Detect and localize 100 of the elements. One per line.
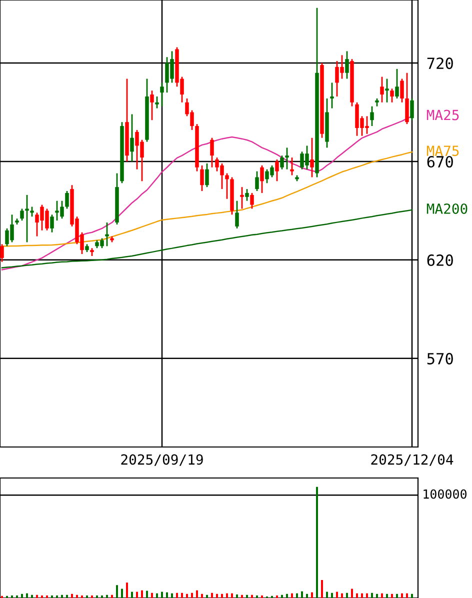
bar <box>106 594 108 598</box>
bar <box>116 585 118 598</box>
bar <box>206 594 208 598</box>
candlestick <box>105 222 109 247</box>
candlestick <box>20 208 24 222</box>
bar <box>376 594 378 598</box>
candlestick <box>275 158 279 182</box>
bar <box>186 594 188 598</box>
bar <box>31 594 33 598</box>
candlestick <box>255 170 259 192</box>
bar <box>241 594 243 598</box>
candlestick <box>240 186 244 210</box>
bar <box>26 593 28 598</box>
candlestick <box>280 154 284 170</box>
series-label: MA75 <box>426 146 459 156</box>
x-tick-label: 2025/09/19 <box>121 454 203 466</box>
bar <box>141 590 143 598</box>
bar <box>281 594 283 598</box>
bar <box>301 591 303 598</box>
candlestick <box>25 194 29 243</box>
candlestick <box>330 82 334 109</box>
bar <box>171 593 173 598</box>
candlestick <box>0 243 4 263</box>
bar <box>341 593 343 598</box>
bar <box>21 594 23 598</box>
bar <box>111 594 113 598</box>
y-tick-label: 620 <box>427 254 453 266</box>
bar <box>316 486 318 598</box>
bar <box>91 595 93 598</box>
bar <box>256 595 258 598</box>
bar <box>356 593 358 598</box>
bar <box>321 580 323 598</box>
candlestick <box>345 50 349 80</box>
candlestick <box>380 76 384 104</box>
candlestick <box>150 90 154 121</box>
candlestick <box>370 106 374 127</box>
bar <box>336 592 338 598</box>
candlestick <box>205 162 209 188</box>
candlestick <box>235 200 239 230</box>
bar <box>126 582 128 598</box>
bar <box>236 594 238 598</box>
candlestick <box>50 214 54 234</box>
candlestick <box>225 172 229 200</box>
bar <box>221 594 223 598</box>
bar <box>176 592 178 598</box>
bar <box>121 588 123 598</box>
bar <box>76 594 78 598</box>
bar <box>66 594 68 598</box>
bar <box>11 595 13 598</box>
bar <box>406 593 408 598</box>
bar <box>16 595 18 598</box>
bar <box>71 594 73 598</box>
bar <box>166 592 168 598</box>
candlestick <box>130 114 134 162</box>
bar <box>151 592 153 598</box>
bar <box>391 594 393 598</box>
bar <box>261 595 263 598</box>
bar <box>306 594 308 598</box>
candlestick <box>30 206 34 218</box>
bar <box>196 590 198 598</box>
candlestick <box>390 88 394 104</box>
bar <box>286 594 288 598</box>
bar <box>251 594 253 598</box>
bar <box>291 593 293 598</box>
bar <box>366 593 368 598</box>
candlestick <box>210 137 214 168</box>
bar <box>146 590 148 598</box>
bar <box>351 588 353 598</box>
candlestick <box>200 164 204 192</box>
bar <box>386 594 388 598</box>
bar <box>41 595 43 598</box>
bar <box>231 593 233 598</box>
candlestick <box>395 68 399 100</box>
bar <box>411 594 413 598</box>
bar <box>276 595 278 598</box>
bar <box>226 593 228 598</box>
text: 100000 <box>424 489 467 499</box>
bar <box>191 592 193 598</box>
candlestick <box>155 96 159 109</box>
candlestick <box>160 82 164 108</box>
bar <box>326 592 328 598</box>
bar <box>311 592 313 598</box>
bar <box>156 593 158 598</box>
candlestick <box>310 137 314 178</box>
candlestick <box>65 190 69 210</box>
candlestick <box>410 98 414 121</box>
bar <box>181 592 183 598</box>
bar <box>371 592 373 598</box>
y-tick-label: 720 <box>427 58 453 70</box>
bar <box>101 595 103 598</box>
bar <box>161 592 163 598</box>
candlestick <box>405 72 409 125</box>
bar <box>96 595 98 598</box>
candlestick <box>245 188 249 202</box>
bar <box>381 593 383 598</box>
y-tick-label: 670 <box>427 156 453 168</box>
series-label: MA200 <box>426 203 468 214</box>
bar <box>346 592 348 598</box>
bar <box>81 595 83 598</box>
candlestick <box>385 78 389 104</box>
